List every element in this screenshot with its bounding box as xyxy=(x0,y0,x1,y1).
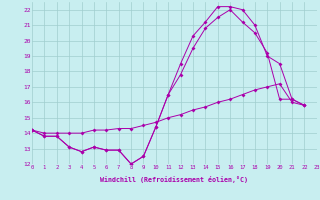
X-axis label: Windchill (Refroidissement éolien,°C): Windchill (Refroidissement éolien,°C) xyxy=(100,176,248,183)
